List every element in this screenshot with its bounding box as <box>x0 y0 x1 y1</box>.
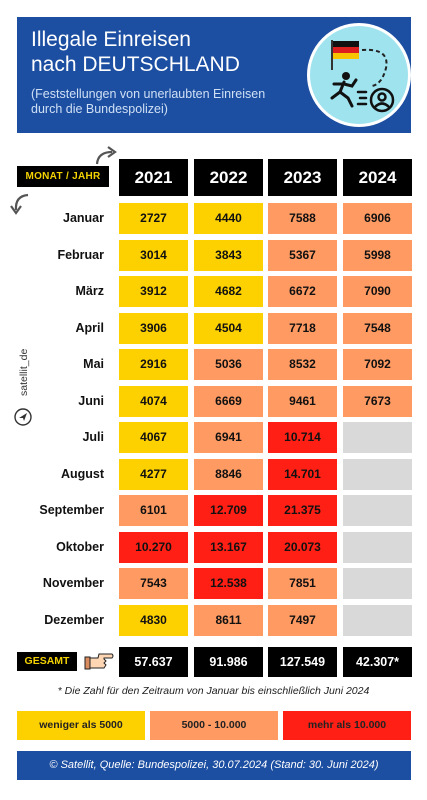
curved-arrow-icon <box>95 146 117 165</box>
header-banner: Illegale Einreisen nach DEUTSCHLAND (Fes… <box>17 17 411 133</box>
total-value: 57.637 <box>119 647 188 677</box>
table-cell: 5367 <box>268 239 337 271</box>
table-cell: 7090 <box>343 276 412 307</box>
table-cell: 7588 <box>268 203 337 234</box>
table-cell: 4682 <box>194 276 263 307</box>
month-label: Mai <box>83 357 104 371</box>
table-cell: 7673 <box>343 385 412 417</box>
table-cell: 6672 <box>268 276 337 307</box>
year-header-2022: 2022 <box>194 159 263 196</box>
send-icon <box>14 408 32 426</box>
table-cell: 4504 <box>194 312 263 344</box>
table-cell: 7548 <box>343 312 412 344</box>
table-cell: 3906 <box>119 312 188 344</box>
table-cell: 7543 <box>119 568 188 599</box>
table-cell: 10.270 <box>119 531 188 563</box>
curved-arrow-down-icon <box>10 193 29 215</box>
table-cell: 4067 <box>119 422 188 453</box>
table-cell: 14.701 <box>268 458 337 490</box>
table-cell: 13.167 <box>194 531 263 563</box>
month-label: März <box>75 284 104 298</box>
table-corner-label: MONAT / JAHR <box>17 166 109 187</box>
header-badge <box>307 23 411 127</box>
table-cell: 5036 <box>194 349 263 380</box>
flag-germany-icon <box>331 40 359 70</box>
table-cell <box>343 422 412 453</box>
pointing-hand-icon <box>84 653 114 670</box>
month-label: Oktober <box>56 539 104 554</box>
brand-logo: satellit_de <box>14 349 32 426</box>
table-cell: 3912 <box>119 276 188 307</box>
table-cell: 3843 <box>194 239 263 271</box>
table-cell: 7092 <box>343 349 412 380</box>
table-cell <box>343 568 412 599</box>
year-header-2024: 2024 <box>343 159 412 196</box>
table-cell: 6906 <box>343 203 412 234</box>
table-cell <box>343 495 412 526</box>
table-cell: 6101 <box>119 495 188 526</box>
table-cell: 10.714 <box>268 422 337 453</box>
user-circle-icon <box>369 87 395 113</box>
table-cell: 7497 <box>268 604 337 636</box>
table-cell <box>343 604 412 636</box>
legend-item: 5000 - 10.000 <box>150 711 278 740</box>
table-cell: 4074 <box>119 385 188 417</box>
month-label: Juli <box>82 430 104 444</box>
table-cell: 9461 <box>268 385 337 417</box>
year-header-2023: 2023 <box>268 159 337 196</box>
month-label: Dezember <box>44 612 104 627</box>
year-header-2021: 2021 <box>119 159 188 196</box>
table-cell: 6669 <box>194 385 263 417</box>
month-label: Januar <box>63 211 104 225</box>
page-subtitle: (Feststellungen von unerlaubten Einreise… <box>31 87 266 116</box>
page-title: Illegale Einreisen nach DEUTSCHLAND <box>31 28 240 76</box>
table-cell: 12.538 <box>194 568 263 599</box>
brand-text: satellit_de <box>18 349 30 396</box>
table-cell: 3014 <box>119 239 188 271</box>
table-cell: 5998 <box>343 239 412 271</box>
table-cell <box>343 531 412 563</box>
table-cell: 12.709 <box>194 495 263 526</box>
month-label: April <box>75 320 104 335</box>
month-label: November <box>42 576 104 590</box>
total-value: 127.549 <box>268 647 337 677</box>
total-value: 91.986 <box>194 647 263 677</box>
table-cell <box>343 458 412 490</box>
total-value: 42.307* <box>343 647 412 677</box>
table-cell: 2916 <box>119 349 188 380</box>
legend-item: mehr als 10.000 <box>283 711 411 740</box>
table-cell: 20.073 <box>268 531 337 563</box>
table-cell: 8846 <box>194 458 263 490</box>
month-label: August <box>60 466 104 481</box>
table-cell: 6941 <box>194 422 263 453</box>
legend-item: weniger als 5000 <box>17 711 145 740</box>
month-label: September <box>39 503 104 517</box>
table-cell: 4277 <box>119 458 188 490</box>
month-label: Juni <box>78 393 104 408</box>
month-label: Februar <box>57 247 104 262</box>
table-cell: 8611 <box>194 604 263 636</box>
table-cell: 7718 <box>268 312 337 344</box>
border-crossing-icon <box>330 40 395 113</box>
footnote: * Die Zahl für den Zeitraum von Januar b… <box>57 685 370 697</box>
table-cell: 4440 <box>194 203 263 234</box>
table-cell: 8532 <box>268 349 337 380</box>
table-cell: 7851 <box>268 568 337 599</box>
brand-watermark: satellit_de <box>8 330 38 430</box>
table-cell: 4830 <box>119 604 188 636</box>
table-cell: 21.375 <box>268 495 337 526</box>
running-person-icon <box>330 72 358 108</box>
table-cell: 2727 <box>119 203 188 234</box>
source-footer: © Satellit, Quelle: Bundespolizei, 30.07… <box>17 751 411 780</box>
total-label: GESAMT <box>17 652 77 671</box>
